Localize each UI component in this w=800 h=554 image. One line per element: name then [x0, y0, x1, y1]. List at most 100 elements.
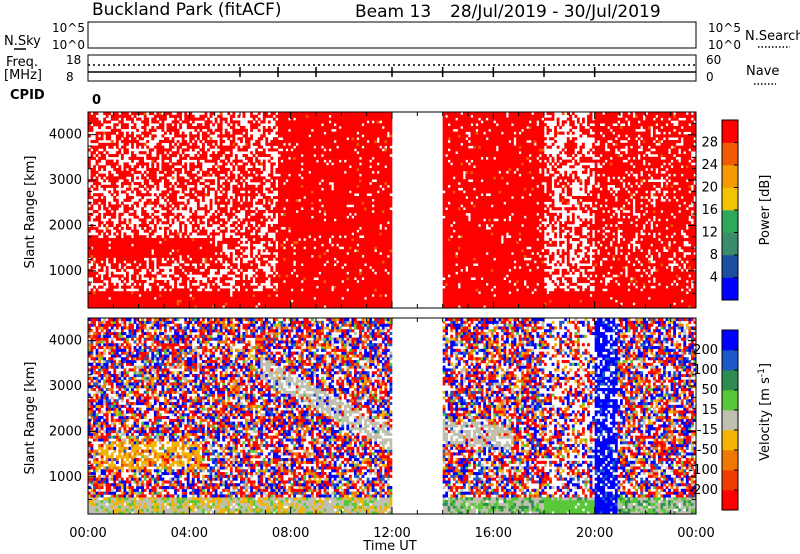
heatmap-cell	[110, 215, 114, 219]
heatmap-cell	[143, 274, 147, 278]
heatmap-cell	[161, 207, 165, 211]
heatmap-cell	[257, 128, 261, 132]
heatmap-cell	[333, 288, 337, 292]
heatmap-cell	[93, 201, 96, 205]
heatmap-cell	[280, 260, 284, 264]
heatmap-cell	[257, 198, 261, 202]
heatmap-cell	[161, 238, 165, 242]
heatmap-cell	[305, 182, 309, 186]
heatmap-cell	[283, 302, 286, 306]
heatmap-cell	[290, 156, 294, 160]
heatmap-cell	[126, 299, 129, 303]
heatmap-cell	[174, 198, 177, 202]
heatmap-cell	[260, 280, 264, 284]
heatmap-cell	[103, 187, 107, 191]
heatmap-cell	[128, 266, 132, 270]
heatmap-cell	[146, 198, 150, 202]
heatmap-cell	[136, 128, 139, 132]
heatmap-cell	[133, 305, 137, 309]
heatmap-cell	[191, 294, 195, 298]
heatmap-cell	[224, 182, 228, 186]
heatmap-cell	[318, 170, 322, 174]
heatmap-cell	[169, 196, 172, 200]
heatmap-cell	[153, 254, 157, 258]
heatmap-cell	[240, 207, 243, 211]
heatmap-cell	[207, 296, 210, 300]
heatmap-cell	[196, 134, 200, 138]
heatmap-cell	[224, 156, 228, 160]
heatmap-cell	[328, 207, 332, 211]
heatmap-cell	[184, 134, 188, 138]
heatmap-cell	[141, 151, 145, 155]
heatmap-cell	[278, 179, 281, 183]
heatmap-cell	[93, 260, 96, 264]
heatmap-cell	[123, 182, 127, 186]
heatmap-cell	[123, 112, 127, 116]
heatmap-cell	[204, 291, 208, 295]
heatmap-cell	[136, 165, 139, 169]
heatmap-cell	[293, 282, 297, 286]
heatmap-cell	[242, 291, 246, 295]
heatmap-cell	[285, 159, 289, 163]
heatmap-cell	[283, 299, 286, 303]
heatmap-cell	[126, 302, 129, 306]
heatmap-cell	[143, 218, 147, 222]
heatmap-cell	[265, 142, 269, 146]
heatmap-cell	[146, 254, 150, 258]
heatmap-cell	[250, 249, 253, 253]
heatmap-cell	[214, 159, 218, 163]
heatmap-cell	[115, 294, 119, 298]
heatmap-cell	[267, 207, 271, 211]
heatmap-cell	[181, 296, 185, 300]
heatmap-cell	[120, 260, 124, 264]
heatmap-cell	[196, 285, 200, 289]
heatmap-cell	[108, 212, 112, 216]
heatmap-cell	[209, 291, 213, 295]
heatmap-cell	[166, 190, 170, 194]
heatmap-cell	[202, 170, 205, 174]
heatmap-cell	[293, 162, 297, 166]
heatmap-cell	[270, 257, 274, 261]
heatmap-cell	[303, 193, 307, 197]
heatmap-cell	[161, 240, 165, 244]
heatmap-cell	[240, 288, 243, 292]
heatmap-cell	[341, 145, 345, 149]
heatmap-cell	[196, 170, 200, 174]
heatmap-cell	[234, 142, 238, 146]
heatmap-cell	[191, 268, 195, 272]
heatmap-cell	[341, 196, 345, 200]
heatmap-cell	[245, 299, 248, 303]
heatmap-cell	[260, 190, 264, 194]
heatmap-cell	[219, 212, 223, 216]
beam-label: Beam 13	[355, 2, 431, 22]
heatmap-cell	[136, 182, 139, 186]
heatmap-cell	[247, 187, 251, 191]
heatmap-cell	[181, 165, 185, 169]
heatmap-cell	[174, 257, 177, 261]
heatmap-cell	[141, 142, 145, 146]
heatmap-cell	[331, 291, 335, 295]
heatmap-cell	[151, 285, 155, 289]
heatmap-cell	[303, 282, 307, 286]
heatmap-cell	[108, 238, 112, 242]
heatmap-cell	[303, 184, 307, 188]
heatmap-cell	[169, 296, 172, 300]
heatmap-cell	[219, 140, 223, 144]
heatmap-cell	[131, 176, 134, 180]
heatmap-cell	[234, 215, 238, 219]
heatmap-cell	[95, 243, 99, 247]
heatmap-cell	[202, 288, 205, 292]
heatmap-cell	[224, 221, 228, 225]
heatmap-cell	[128, 257, 132, 261]
heatmap-cell	[133, 235, 137, 239]
heatmap-cell	[341, 148, 345, 152]
heatmap-cell	[283, 126, 286, 130]
heatmap-cell	[166, 137, 170, 141]
heatmap-cell	[278, 193, 281, 197]
heatmap-cell	[283, 201, 286, 205]
heatmap-cell	[305, 137, 309, 141]
heatmap-cell	[214, 190, 218, 194]
heatmap-cell	[164, 235, 167, 239]
heatmap-cell	[128, 260, 132, 264]
heatmap-cell	[290, 296, 294, 300]
